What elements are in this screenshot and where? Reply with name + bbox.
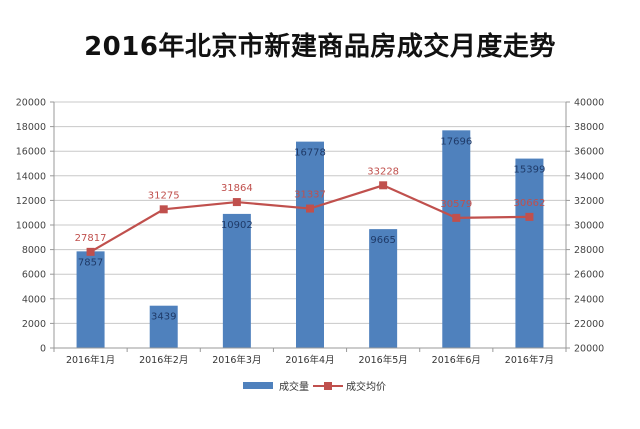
right-tick-label: 26000	[574, 270, 604, 281]
price-marker	[452, 213, 461, 222]
left-tick-label: 18000	[16, 122, 46, 133]
price-marker	[159, 205, 168, 214]
price-marker	[232, 198, 241, 207]
volume-value-label: 7857	[78, 257, 103, 268]
right-tick-label: 36000	[574, 147, 604, 158]
right-tick-label: 34000	[574, 171, 604, 182]
price-value-label: 31337	[294, 190, 326, 201]
left-tick-label: 6000	[22, 270, 46, 281]
x-category-label: 2016年2月	[139, 354, 188, 366]
legend-price-marker	[324, 382, 332, 390]
right-tick-label: 20000	[574, 344, 604, 355]
volume-value-label: 15399	[514, 165, 546, 176]
price-value-label: 30579	[440, 199, 472, 210]
left-tick-label: 12000	[16, 196, 46, 207]
legend-volume-swatch	[243, 382, 273, 389]
volume-value-label: 17696	[440, 136, 472, 147]
volume-value-label: 10902	[221, 220, 253, 231]
x-category-label: 2016年1月	[66, 354, 115, 366]
axes: 0 2000 4000 6000 8000 10000 12000 14000 16000 180…	[16, 98, 604, 367]
left-tick-label: 10000	[16, 221, 46, 232]
price-value-label: 31275	[148, 190, 180, 201]
volume-bar	[369, 229, 398, 348]
left-tick-label: 2000	[22, 319, 46, 330]
right-tick-label: 38000	[574, 122, 604, 133]
right-tick-label: 28000	[574, 245, 604, 256]
price-marker	[306, 204, 314, 213]
x-category-label: 2016年4月	[285, 354, 334, 366]
chart-title: 2016年北京市新建商品房成交月度走势	[84, 32, 556, 62]
right-tick-label: 40000	[574, 98, 604, 109]
left-tick-label: 8000	[22, 245, 46, 256]
price-line	[86, 181, 534, 256]
legend-volume-label: 成交量	[279, 380, 309, 393]
left-tick-label: 0	[40, 344, 46, 355]
volume-bar	[296, 141, 324, 348]
price-value-label: 33228	[367, 166, 399, 177]
right-tick-label: 32000	[574, 196, 604, 207]
legend: 成交量 成交均价	[243, 380, 386, 393]
price-value-label: 27817	[75, 233, 107, 244]
left-tick-label: 20000	[16, 98, 46, 109]
volume-bar	[515, 158, 544, 348]
volume-bar	[222, 213, 251, 348]
right-tick-label: 24000	[574, 294, 604, 305]
price-marker	[379, 181, 388, 190]
data-labels: 7857 3439 10902 16778 9665 17696 15399 27817 312…	[75, 136, 546, 322]
volume-bar	[149, 305, 178, 348]
legend-price-label: 成交均价	[346, 380, 386, 393]
price-value-label: 31864	[221, 183, 253, 194]
left-tick-label: 4000	[22, 294, 46, 305]
volume-bar	[76, 251, 105, 348]
volume-value-label: 3439	[151, 312, 176, 323]
volume-value-label: 16778	[294, 148, 326, 159]
volume-bars	[76, 130, 544, 348]
volume-bar	[442, 130, 471, 348]
price-marker	[525, 212, 534, 221]
right-tick-label: 22000	[574, 319, 604, 330]
price-marker	[86, 247, 95, 256]
volume-value-label: 9665	[370, 235, 395, 246]
x-category-label: 2016年5月	[359, 354, 408, 366]
right-tick-label: 30000	[574, 221, 604, 232]
x-category-label: 2016年7月	[505, 354, 554, 366]
left-tick-label: 16000	[16, 147, 46, 158]
left-tick-label: 14000	[16, 171, 46, 182]
x-category-label: 2016年3月	[212, 354, 261, 366]
x-category-label: 2016年6月	[432, 354, 481, 366]
price-value-label: 30662	[514, 198, 546, 209]
